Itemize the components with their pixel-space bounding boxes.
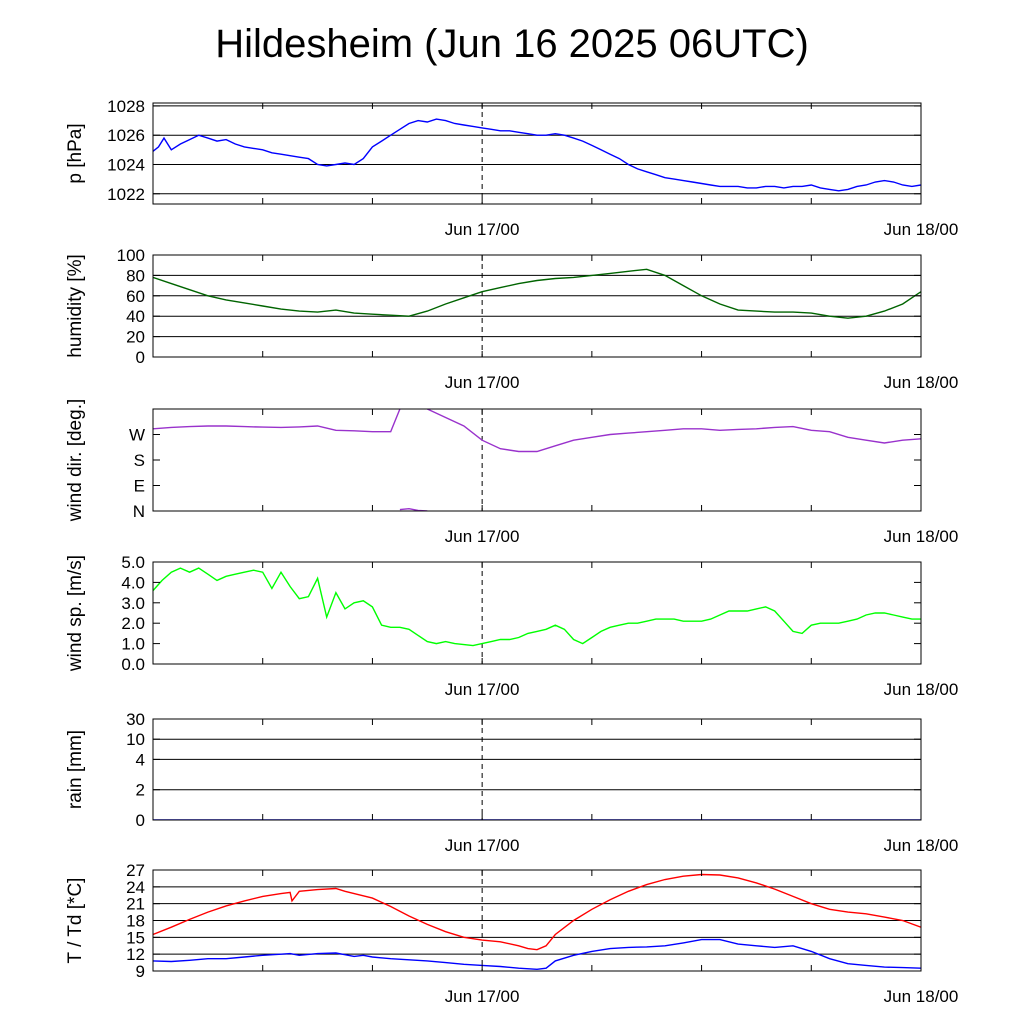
x-tick-label: Jun 18/00: [884, 836, 959, 855]
x-tick-label: Jun 18/00: [884, 527, 959, 546]
x-tick-label: Jun 18/00: [884, 987, 959, 1006]
x-tick-label: Jun 18/00: [884, 220, 959, 239]
y-tick-label: 15: [126, 928, 145, 947]
y-tick-label: 18: [126, 912, 145, 931]
plot-frame: [152, 408, 922, 512]
y-tick-label: 27: [126, 861, 145, 880]
y-tick-label: 0: [136, 348, 145, 367]
y-tick-label: 10: [126, 730, 145, 749]
series-line-2: [153, 938, 921, 971]
y-tick-label: 20: [126, 328, 145, 347]
y-axis-label: wind sp. [m/s]: [65, 555, 86, 672]
x-tick-label: Jun 17/00: [445, 680, 520, 699]
y-tick-label: 1022: [107, 185, 145, 204]
y-tick-label: 80: [126, 266, 145, 285]
y-tick-label: W: [129, 426, 145, 445]
y-tick-label: 100: [117, 246, 145, 265]
panel-1: 1022 1024 1026 1028 Jun 17/00 Jun 18/00 p [hPa…: [65, 97, 958, 239]
series-line-2: [427, 409, 921, 453]
series-line-1: [153, 118, 921, 192]
y-tick-label: 0.0: [121, 655, 145, 674]
y-axis-label: wind dir. [deg.]: [65, 399, 86, 523]
y-tick-label: 0: [136, 811, 145, 830]
y-tick-label: 1.0: [121, 635, 145, 654]
y-axis-label: rain [mm]: [65, 730, 86, 809]
y-axis-label: p [hPa]: [65, 123, 86, 183]
y-tick-label: 40: [126, 307, 145, 326]
series-line-1: [153, 268, 921, 319]
y-tick-label: 5.0: [121, 553, 145, 572]
series-line-1: [153, 567, 921, 647]
plot-frame: [152, 254, 922, 358]
series-line-1: [153, 409, 401, 433]
x-tick-label: Jun 17/00: [445, 987, 520, 1006]
plot-frame: [152, 718, 922, 821]
chart-title: Hildesheim (Jun 16 2025 06UTC): [215, 22, 809, 66]
y-tick-label: 12: [126, 945, 145, 964]
y-tick-label: 2.0: [121, 614, 145, 633]
plot-frame: [152, 561, 922, 665]
series-line-1: [153, 873, 921, 951]
x-tick-label: Jun 17/00: [445, 373, 520, 392]
panel-4: 0.01.0 2.03.0 4.05.0 Jun 17/00 Jun 18/00 wind…: [65, 553, 958, 699]
x-tick-label: Jun 17/00: [445, 220, 520, 239]
x-tick-label: Jun 17/00: [445, 836, 520, 855]
x-tick-label: Jun 18/00: [884, 373, 959, 392]
y-tick-label: 1028: [107, 97, 145, 116]
y-tick-label: 1026: [107, 126, 145, 145]
y-tick-label: E: [134, 477, 145, 496]
y-tick-label: 9: [136, 962, 145, 981]
y-tick-label: N: [133, 502, 145, 521]
x-tick-label: Jun 18/00: [884, 680, 959, 699]
x-tick-label: Jun 17/00: [445, 527, 520, 546]
y-tick-label: 21: [126, 895, 145, 914]
y-tick-label: 24: [126, 878, 145, 897]
y-tick-label: 2: [136, 781, 145, 800]
y-tick-label: 1024: [107, 155, 145, 174]
y-tick-label: 60: [126, 287, 145, 306]
y-tick-label: 3.0: [121, 594, 145, 613]
y-axis-label: humidity [%]: [65, 254, 86, 357]
y-axis-label: T / Td [*C]: [65, 878, 86, 964]
y-tick-label: S: [134, 451, 145, 470]
y-tick-label: 30: [126, 710, 145, 729]
plot-frame: [152, 102, 922, 205]
y-tick-label: 4: [136, 750, 145, 769]
y-tick-label: 4.0: [121, 573, 145, 592]
